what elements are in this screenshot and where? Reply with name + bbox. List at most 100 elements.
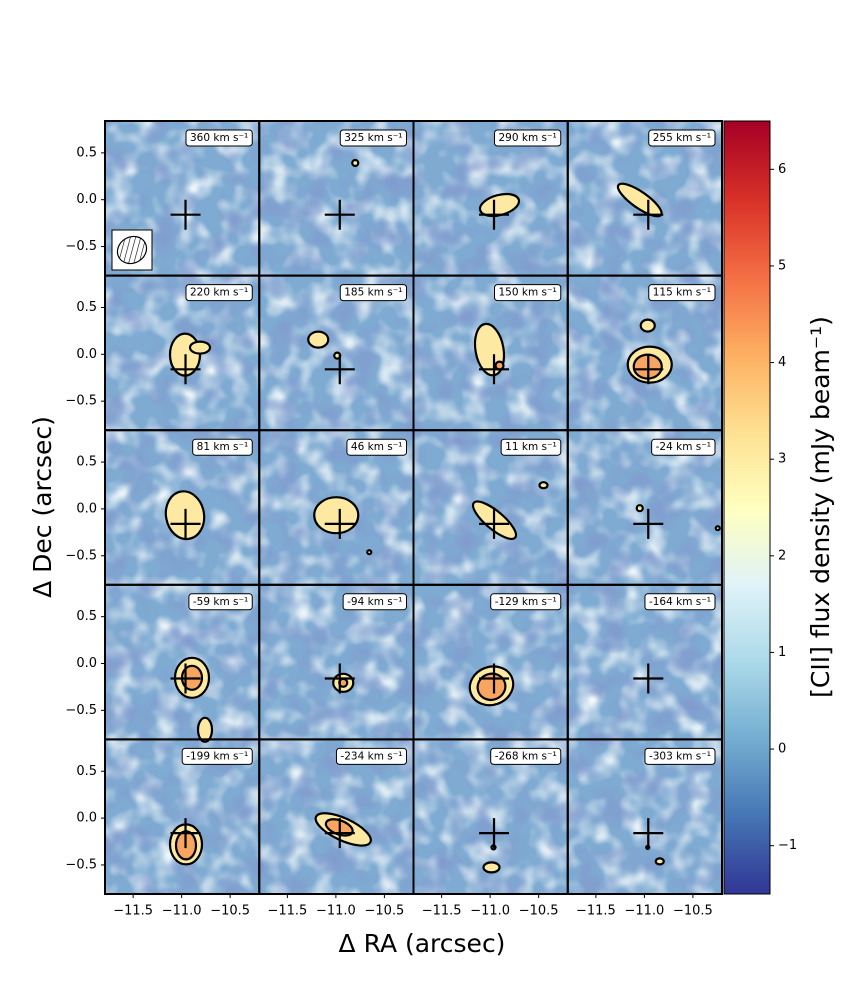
velocity-label: -268 km s⁻¹ bbox=[495, 750, 557, 762]
velocity-label: -129 km s⁻¹ bbox=[495, 596, 557, 608]
y-tick-label: 0.0 bbox=[76, 192, 97, 207]
position-marker bbox=[324, 818, 355, 849]
x-tick-label: −11.5 bbox=[113, 904, 153, 919]
position-marker bbox=[324, 199, 355, 230]
position-marker bbox=[479, 663, 510, 694]
label-box bbox=[192, 438, 253, 456]
position-marker bbox=[170, 818, 201, 849]
y-tick-label: 0.5 bbox=[76, 609, 97, 624]
label-box bbox=[181, 747, 253, 765]
panel: 115 km s⁻¹ bbox=[566, 274, 723, 432]
position-marker bbox=[324, 663, 355, 694]
contour bbox=[714, 525, 721, 532]
label-box bbox=[500, 438, 562, 456]
y-tick-label: 0.0 bbox=[76, 501, 97, 516]
panel: 81 km s⁻¹ bbox=[104, 429, 261, 586]
velocity-label: 11 km s⁻¹ bbox=[505, 441, 557, 453]
x-tick-label: −11.5 bbox=[267, 904, 307, 919]
x-tick-label: −10.5 bbox=[519, 904, 559, 919]
x-tick-label: −11.0 bbox=[624, 904, 664, 919]
contour bbox=[196, 716, 214, 743]
colorbar-tick-label: 4 bbox=[778, 355, 786, 370]
contour bbox=[188, 340, 212, 355]
label-box bbox=[490, 593, 562, 611]
x-tick-label: −11.0 bbox=[316, 904, 356, 919]
label-box bbox=[185, 129, 253, 147]
velocity-label: 150 km s⁻¹ bbox=[499, 287, 557, 299]
velocity-label: 115 km s⁻¹ bbox=[653, 287, 711, 299]
position-marker bbox=[170, 663, 201, 694]
position-marker bbox=[324, 354, 355, 385]
label-box bbox=[494, 129, 562, 147]
colorbar-tick-label: 0 bbox=[778, 742, 786, 757]
y-tick-label: 0.0 bbox=[76, 347, 97, 362]
velocity-label: -303 km s⁻¹ bbox=[649, 750, 711, 762]
velocity-label: 81 km s⁻¹ bbox=[197, 441, 249, 453]
position-marker bbox=[479, 508, 510, 539]
position-marker bbox=[479, 354, 510, 385]
contour bbox=[366, 549, 373, 556]
contour bbox=[351, 158, 360, 168]
label-box bbox=[335, 747, 407, 765]
panel: 185 km s⁻¹ bbox=[258, 274, 415, 432]
position-marker bbox=[170, 199, 201, 230]
x-tick-label: −11.0 bbox=[470, 904, 510, 919]
x-tick-label: −11.0 bbox=[162, 904, 202, 919]
label-box bbox=[346, 438, 407, 456]
panel: -24 km s⁻¹ bbox=[566, 429, 723, 586]
x-axis-label: Δ RA (arcsec) bbox=[339, 929, 506, 958]
x-tick-label: −10.5 bbox=[364, 904, 404, 919]
label-box bbox=[339, 129, 407, 147]
colorbar-tick-label: −1 bbox=[778, 838, 797, 853]
contour bbox=[307, 330, 330, 349]
label-box bbox=[490, 747, 562, 765]
velocity-label: 255 km s⁻¹ bbox=[653, 132, 711, 144]
y-tick-label: 0.5 bbox=[76, 300, 97, 315]
y-tick-label: −0.5 bbox=[65, 239, 97, 254]
colorbar-tick-label: 2 bbox=[778, 548, 786, 563]
y-tick-label: 0.0 bbox=[76, 656, 97, 671]
label-box bbox=[342, 593, 407, 611]
label-box bbox=[644, 747, 716, 765]
y-tick-label: 0.5 bbox=[76, 145, 97, 160]
colorbar-tick-label: 5 bbox=[778, 258, 786, 273]
contour bbox=[482, 861, 501, 874]
panel: 255 km s⁻¹ bbox=[566, 120, 723, 277]
position-marker bbox=[324, 508, 355, 539]
contour bbox=[639, 318, 656, 333]
position-marker bbox=[633, 354, 664, 385]
label-box bbox=[185, 284, 253, 302]
label-box bbox=[339, 284, 407, 302]
position-marker bbox=[170, 354, 201, 385]
y-tick-label: 0.5 bbox=[76, 455, 97, 470]
x-tick-label: −11.5 bbox=[422, 904, 462, 919]
velocity-label: -234 km s⁻¹ bbox=[340, 750, 402, 762]
panel: -59 km s⁻¹ bbox=[104, 583, 261, 743]
y-tick-label: −0.5 bbox=[65, 394, 97, 409]
x-tick-label: −10.5 bbox=[210, 904, 250, 919]
position-marker bbox=[633, 663, 664, 694]
label-box bbox=[651, 438, 716, 456]
position-marker bbox=[633, 199, 664, 230]
velocity-label: 185 km s⁻¹ bbox=[344, 287, 402, 299]
contour-inner bbox=[476, 672, 507, 702]
position-marker bbox=[170, 508, 201, 539]
colorbar-label: [CII] flux density (mJy beam⁻¹) bbox=[806, 316, 835, 698]
panel: -129 km s⁻¹ bbox=[412, 583, 569, 741]
contour bbox=[654, 857, 665, 866]
y-axis-label: Δ Dec (arcsec) bbox=[28, 416, 57, 598]
velocity-label: 325 km s⁻¹ bbox=[344, 132, 402, 144]
label-box bbox=[188, 593, 253, 611]
velocity-label: -59 km s⁻¹ bbox=[193, 596, 248, 608]
contour bbox=[538, 481, 549, 490]
velocity-label: -94 km s⁻¹ bbox=[347, 596, 402, 608]
y-tick-label: 0.0 bbox=[76, 811, 97, 826]
position-marker bbox=[633, 508, 664, 539]
velocity-label: -24 km s⁻¹ bbox=[656, 441, 711, 453]
beam bbox=[116, 235, 148, 265]
y-tick-label: −0.5 bbox=[65, 703, 97, 718]
velocity-label: -164 km s⁻¹ bbox=[649, 596, 711, 608]
panel: 46 km s⁻¹ bbox=[258, 429, 415, 586]
y-tick-label: −0.5 bbox=[65, 548, 97, 563]
